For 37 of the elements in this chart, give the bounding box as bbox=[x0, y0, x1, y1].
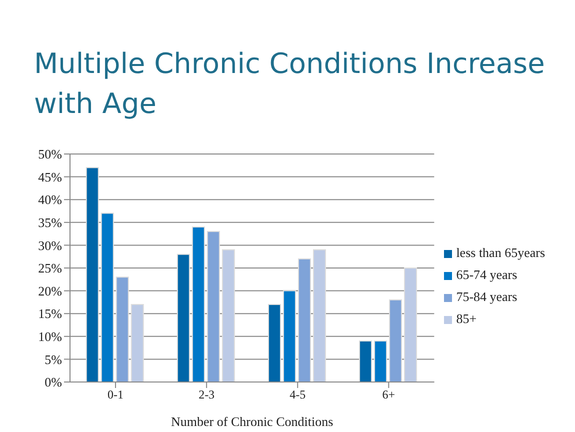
legend-label: less than 65years bbox=[456, 245, 545, 260]
y-tick-label: 35% bbox=[38, 215, 62, 230]
bar bbox=[374, 340, 388, 382]
legend-label: 85+ bbox=[456, 311, 477, 326]
bar bbox=[282, 290, 296, 382]
y-tick-label: 15% bbox=[38, 306, 62, 322]
bar bbox=[130, 304, 144, 382]
x-tick-label: 0-1 bbox=[108, 388, 124, 402]
y-tick-label: 45% bbox=[38, 169, 62, 184]
x-axis-title: Number of Chronic Conditions bbox=[171, 414, 334, 429]
bar bbox=[359, 340, 372, 382]
bar bbox=[404, 268, 418, 382]
bar bbox=[206, 231, 220, 382]
bar bbox=[268, 304, 281, 382]
x-tick-label: 4-5 bbox=[290, 388, 306, 402]
bar bbox=[389, 299, 402, 382]
y-tick-label: 30% bbox=[38, 238, 62, 253]
x-tick-label: 6+ bbox=[382, 388, 396, 402]
y-tick-label: 40% bbox=[38, 192, 62, 208]
legend-label: 65-74 years bbox=[456, 267, 518, 282]
y-tick-label: 5% bbox=[44, 352, 62, 367]
bar bbox=[312, 249, 326, 382]
y-tick-label: 25% bbox=[38, 260, 62, 276]
chart-title: Multiple Chronic Conditions Increase with Age bbox=[34, 46, 546, 122]
bar bbox=[192, 226, 205, 382]
y-tick-label: 50% bbox=[38, 146, 62, 162]
bar bbox=[298, 258, 311, 382]
bar bbox=[222, 249, 235, 382]
x-tick-label: 2-3 bbox=[198, 388, 215, 402]
bar bbox=[100, 212, 114, 382]
legend-label: 75-84 years bbox=[456, 289, 518, 304]
bar bbox=[86, 167, 99, 382]
y-tick-label: 20% bbox=[38, 283, 62, 298]
y-tick-label: 10% bbox=[38, 329, 62, 344]
bar bbox=[116, 276, 129, 382]
y-tick-label: 0% bbox=[44, 374, 62, 390]
bar bbox=[176, 254, 190, 382]
